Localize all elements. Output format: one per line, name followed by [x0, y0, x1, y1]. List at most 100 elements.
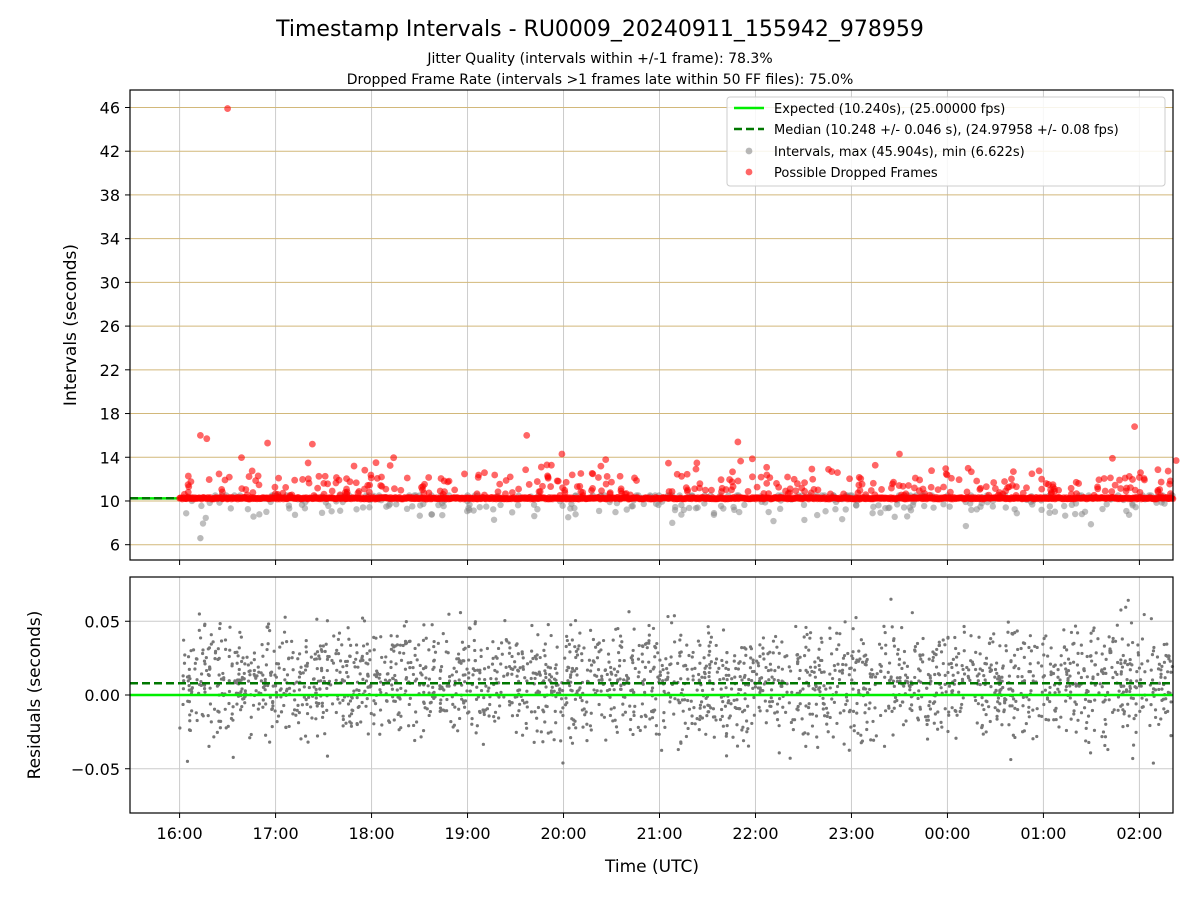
- residual-point: [483, 678, 487, 682]
- residual-point: [424, 636, 428, 640]
- residual-point: [1075, 663, 1080, 667]
- residual-point: [1053, 663, 1057, 667]
- residual-point: [395, 688, 399, 692]
- residual-point: [421, 729, 426, 733]
- residual-point: [520, 698, 525, 702]
- residual-point: [478, 668, 482, 672]
- residual-point: [852, 668, 857, 672]
- residual-point: [247, 669, 251, 674]
- residual-point: [208, 702, 213, 706]
- residual-point: [804, 744, 808, 748]
- residual-point: [1119, 608, 1123, 612]
- residual-point: [297, 711, 301, 715]
- residual-point: [1048, 685, 1052, 690]
- residual-point: [697, 728, 701, 732]
- residual-point: [1048, 691, 1052, 695]
- dropped-point: [537, 463, 545, 471]
- dropped-point: [911, 474, 919, 482]
- residual-point: [550, 685, 554, 689]
- residual-point: [851, 650, 855, 654]
- residual-point: [555, 671, 559, 675]
- residual-point: [552, 677, 557, 681]
- residual-point: [399, 686, 403, 691]
- residual-point: [749, 647, 754, 651]
- residual-point: [1167, 657, 1171, 661]
- residual-point: [224, 647, 228, 651]
- residual-point: [707, 670, 711, 675]
- residual-point: [1093, 698, 1097, 702]
- residual-point: [608, 678, 612, 682]
- residual-point: [1131, 743, 1136, 747]
- residual-point: [455, 657, 459, 661]
- residual-point: [453, 705, 457, 709]
- residual-point: [863, 662, 867, 667]
- residual-point: [1131, 696, 1135, 701]
- residual-point: [1040, 690, 1044, 694]
- residual-point: [766, 668, 771, 673]
- x-axis-ticks: 16:00 17:00 18:00 19:00 20:00 21:00 22:00 23:00…: [157, 813, 1162, 843]
- residual-point: [600, 713, 604, 717]
- residual-point: [588, 724, 593, 728]
- residual-point: [630, 688, 634, 692]
- residual-point: [824, 687, 828, 691]
- residual-point: [597, 641, 601, 645]
- residual-point: [1112, 708, 1116, 712]
- residual-point: [589, 728, 593, 732]
- residual-point: [670, 621, 674, 625]
- residual-point: [216, 709, 220, 713]
- top-y-tick-label: 30: [100, 273, 120, 292]
- residual-point: [378, 732, 382, 736]
- dropped-point: [673, 470, 681, 478]
- residual-point: [1028, 634, 1032, 638]
- residual-point: [397, 696, 402, 700]
- residual-point: [740, 728, 744, 732]
- residual-point: [207, 673, 211, 678]
- residual-point: [711, 687, 715, 691]
- residual-point: [573, 697, 578, 701]
- dropped-point: [275, 474, 283, 482]
- residual-point: [901, 723, 906, 727]
- residual-point: [291, 668, 295, 672]
- residual-point: [297, 675, 302, 679]
- residual-point: [568, 675, 573, 679]
- top-panel-frame: [129, 89, 1174, 561]
- residual-point: [242, 671, 246, 676]
- residual-point: [1012, 653, 1017, 657]
- residual-point: [775, 645, 779, 649]
- residual-point: [310, 716, 314, 720]
- residual-point: [580, 699, 584, 703]
- residual-point: [700, 716, 705, 720]
- residual-point: [178, 726, 182, 730]
- residual-point: [693, 666, 697, 670]
- residual-point: [962, 624, 966, 629]
- residual-point: [305, 702, 309, 706]
- residual-point: [636, 675, 640, 679]
- residual-point: [962, 672, 967, 676]
- dropped-point: [862, 491, 870, 499]
- residual-point: [597, 702, 601, 707]
- residual-point: [508, 703, 512, 707]
- residual-point: [276, 714, 281, 718]
- residual-point: [440, 687, 445, 691]
- residual-point: [1128, 662, 1132, 666]
- residual-point: [543, 654, 547, 658]
- residual-point: [413, 646, 417, 651]
- residual-point: [348, 699, 353, 703]
- residual-point: [491, 640, 495, 644]
- residual-point: [741, 725, 745, 729]
- residual-point: [264, 733, 268, 737]
- residual-point: [575, 689, 579, 693]
- residual-point: [902, 684, 906, 688]
- residual-point: [520, 733, 525, 737]
- residual-point: [796, 704, 800, 709]
- residual-point: [215, 684, 220, 688]
- residual-point: [742, 661, 746, 665]
- residual-point: [550, 690, 554, 694]
- residual-point: [306, 740, 310, 744]
- residual-point: [980, 696, 984, 700]
- residual-point: [544, 685, 548, 689]
- residual-point: [721, 724, 725, 728]
- residual-point: [326, 654, 330, 659]
- residual-point: [661, 668, 665, 672]
- dropped-point: [1108, 488, 1116, 495]
